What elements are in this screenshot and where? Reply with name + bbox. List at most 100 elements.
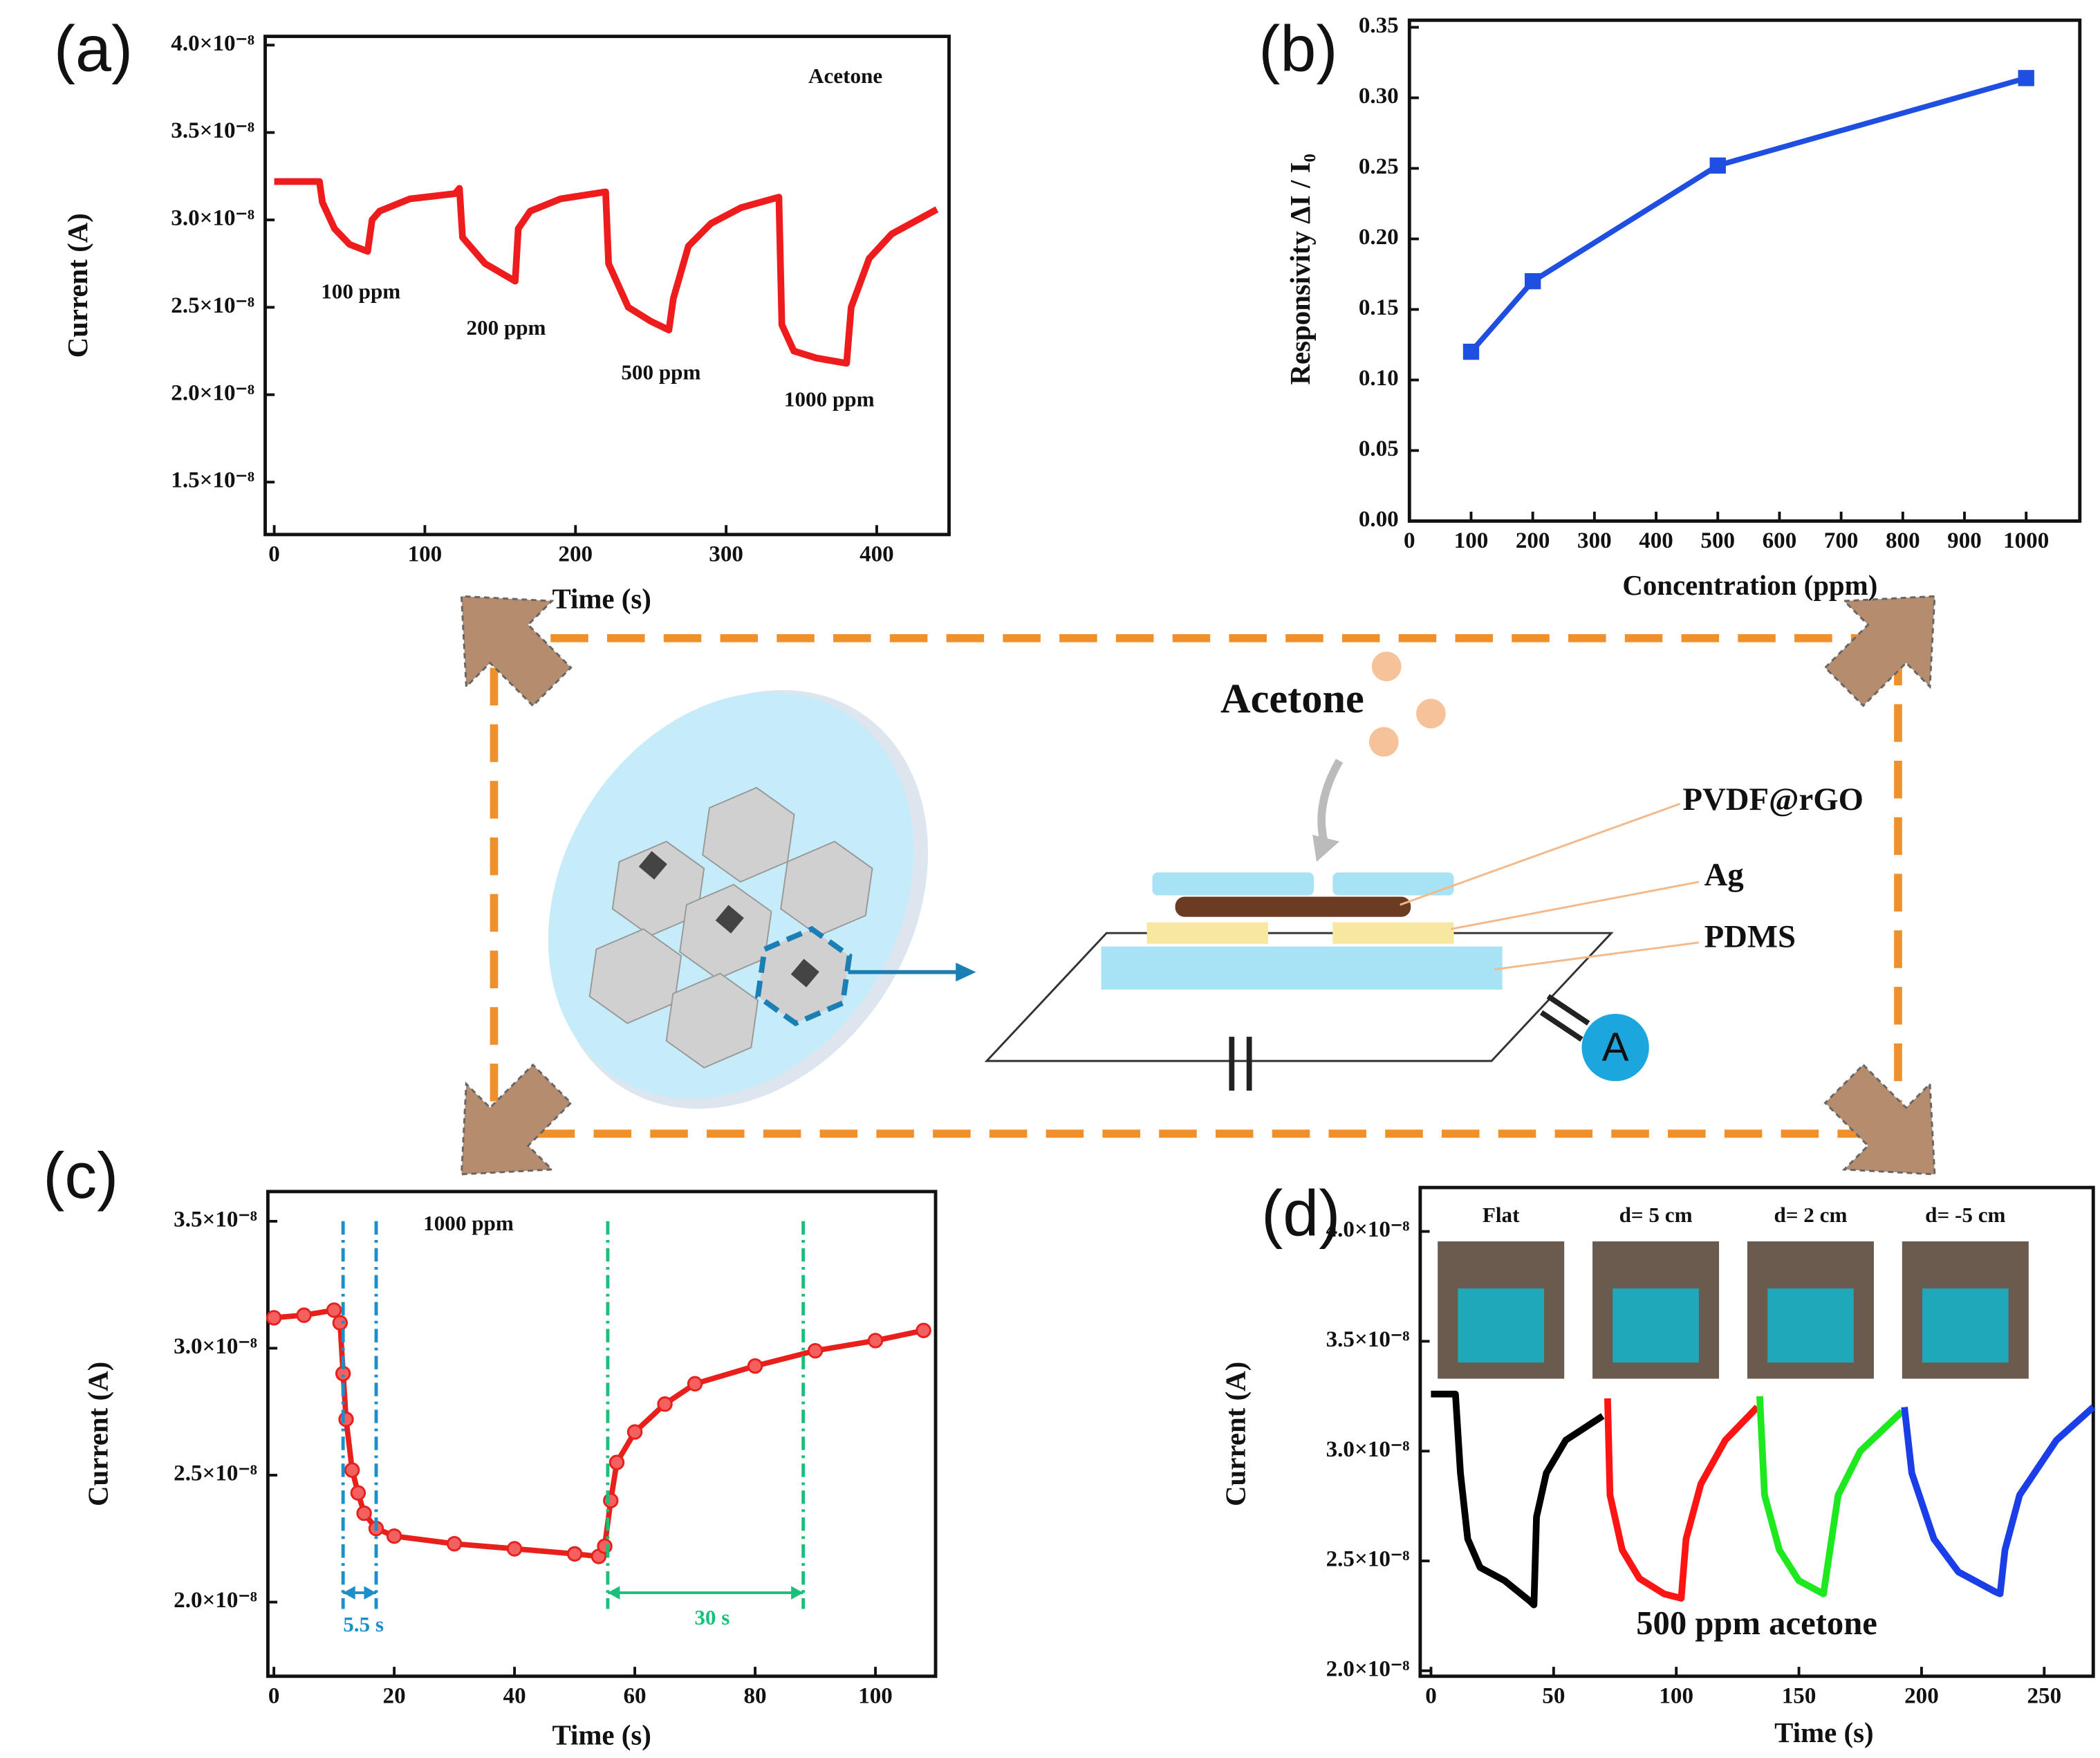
x-tick-label: 300 (709, 542, 743, 567)
legend-photo-device (1613, 1288, 1699, 1363)
x-tick-label: 60 (624, 1684, 647, 1709)
marker (867, 1333, 884, 1349)
x-tick-label: 700 (1824, 528, 1859, 553)
y-tick-label: 0.10 (1359, 366, 1399, 391)
marker (566, 1546, 583, 1562)
legend-photo-device (1767, 1288, 1854, 1363)
panel: 0 100 200 300 400 500 600 700 800 900 1000 0.00 0.05… (1258, 12, 2082, 601)
x-tick-label: 900 (1947, 528, 1982, 553)
panel-label: (d) (1261, 1177, 1340, 1250)
y-tick-label: 2.0×10⁻⁸ (1326, 1656, 1410, 1681)
schematic: A PVDF@rGO Ag PDMS Acetone (460, 595, 1936, 1176)
x-tick-label: 200 (1904, 1684, 1939, 1709)
x-axis-label: Time (s) (552, 1720, 651, 1751)
y-tick-label: 0.30 (1359, 84, 1399, 109)
data-line (274, 178, 939, 367)
y-tick-label: 0.35 (1359, 13, 1399, 38)
meter-label: A (1602, 1025, 1629, 1070)
dashed-frame (490, 633, 1902, 1138)
marker (1462, 343, 1480, 360)
y-tick-label: 4.0×10⁻⁸ (1326, 1217, 1410, 1242)
y-tick-label: 2.0×10⁻⁸ (174, 1588, 257, 1613)
marker (296, 1307, 312, 1323)
x-tick-label: 100 (858, 1684, 893, 1709)
marker (687, 1376, 703, 1392)
x-tick-label: 100 (1659, 1684, 1693, 1709)
layer-label: PVDF@rGO (1682, 781, 1863, 817)
y-tick-label: 2.5×10⁻⁸ (1326, 1547, 1410, 1572)
marker (2018, 70, 2034, 86)
plot-frame (1407, 18, 2082, 523)
x-tick-label: 500 (1700, 528, 1735, 553)
gas-label: Acetone (1220, 676, 1364, 722)
panel: 0 100 200 300 400 1.5×10⁻⁸ 2.0×10⁻⁸ 2.5×10⁻⁸ 3.0… (54, 12, 951, 615)
y-tick-label: 3.5×10⁻⁸ (174, 1207, 257, 1232)
marker (603, 1492, 619, 1508)
marker (608, 1454, 625, 1470)
marker (386, 1528, 402, 1544)
marker (266, 1310, 282, 1326)
arrow-head (607, 1586, 620, 1600)
device: A PVDF@rGO Ag PDMS Acetone (984, 651, 1864, 1091)
marker (506, 1541, 523, 1557)
x-tick-label: 1000 (2003, 528, 2049, 553)
marker (597, 1538, 613, 1555)
legend-label: d= 5 cm (1619, 1203, 1693, 1227)
y-tick-label: 1.5×10⁻⁸ (171, 468, 254, 493)
y-tick-label: 3.0×10⁻⁸ (174, 1334, 257, 1359)
marker (446, 1535, 463, 1552)
annotation: 100 ppm (321, 279, 400, 304)
marker (1524, 272, 1541, 290)
x-tick-label: 20 (383, 1684, 406, 1709)
panel-label: (c) (43, 1139, 118, 1212)
marker (344, 1462, 360, 1478)
legend-photo-device (1458, 1288, 1544, 1363)
x-tick-label: 200 (558, 542, 593, 567)
annotation: 200 ppm (466, 315, 546, 340)
panel-label: (a) (54, 12, 133, 85)
data-line (1604, 1398, 1760, 1602)
marker (916, 1322, 931, 1338)
x-tick-label: 40 (503, 1684, 526, 1709)
y-axis-label: Responsivity ΔI / I₀ (1285, 154, 1316, 385)
x-tick-label: 800 (1886, 528, 1920, 553)
x-tick-label: 0 (1404, 528, 1415, 553)
marker (338, 1412, 354, 1427)
arrow-head (343, 1586, 355, 1600)
x-tick-label: 50 (1542, 1684, 1565, 1709)
annotation: 1000 ppm (784, 387, 875, 411)
y-tick-label: 0.00 (1359, 507, 1399, 532)
marker (657, 1396, 673, 1412)
annotation: 30 s (694, 1605, 730, 1629)
annotation: 1000 ppm (423, 1211, 514, 1235)
x-tick-label: 80 (744, 1684, 767, 1709)
x-tick-label: 0 (1425, 1684, 1437, 1709)
legend-label: Flat (1483, 1203, 1520, 1227)
y-tick-label: 0.05 (1359, 436, 1399, 461)
panel-label: (b) (1258, 12, 1337, 85)
arrow-head (364, 1586, 376, 1600)
panel: 0 20 40 60 80 100 2.0×10⁻⁸ 2.5×10⁻⁸ 3.0×10⁻⁸ 3.5×… (43, 1139, 938, 1751)
data-line (1469, 75, 2027, 354)
layer-label: PDMS (1704, 919, 1796, 955)
y-tick-label: 3.5×10⁻⁸ (171, 118, 254, 143)
marker (1709, 157, 1726, 174)
x-tick-label: 300 (1577, 528, 1612, 553)
y-axis-label: Current (A) (62, 213, 93, 358)
marker (350, 1485, 366, 1501)
y-tick-label: 2.0×10⁻⁸ (171, 380, 254, 405)
y-tick-label: 0.15 (1359, 295, 1399, 320)
sensor-array (548, 690, 976, 1109)
x-axis-label: Time (s) (1774, 1717, 1873, 1748)
y-tick-label: 2.5×10⁻⁸ (171, 293, 254, 318)
x-tick-label: 400 (1639, 528, 1673, 553)
marker (326, 1302, 342, 1318)
data-line (1431, 1390, 1605, 1609)
x-axis-label: Concentration (ppm) (1622, 570, 1877, 601)
x-tick-label: 200 (1516, 528, 1550, 553)
y-tick-label: 4.0×10⁻⁸ (171, 31, 254, 56)
data-line (1901, 1405, 2096, 1598)
x-tick-label: 250 (2027, 1684, 2062, 1709)
